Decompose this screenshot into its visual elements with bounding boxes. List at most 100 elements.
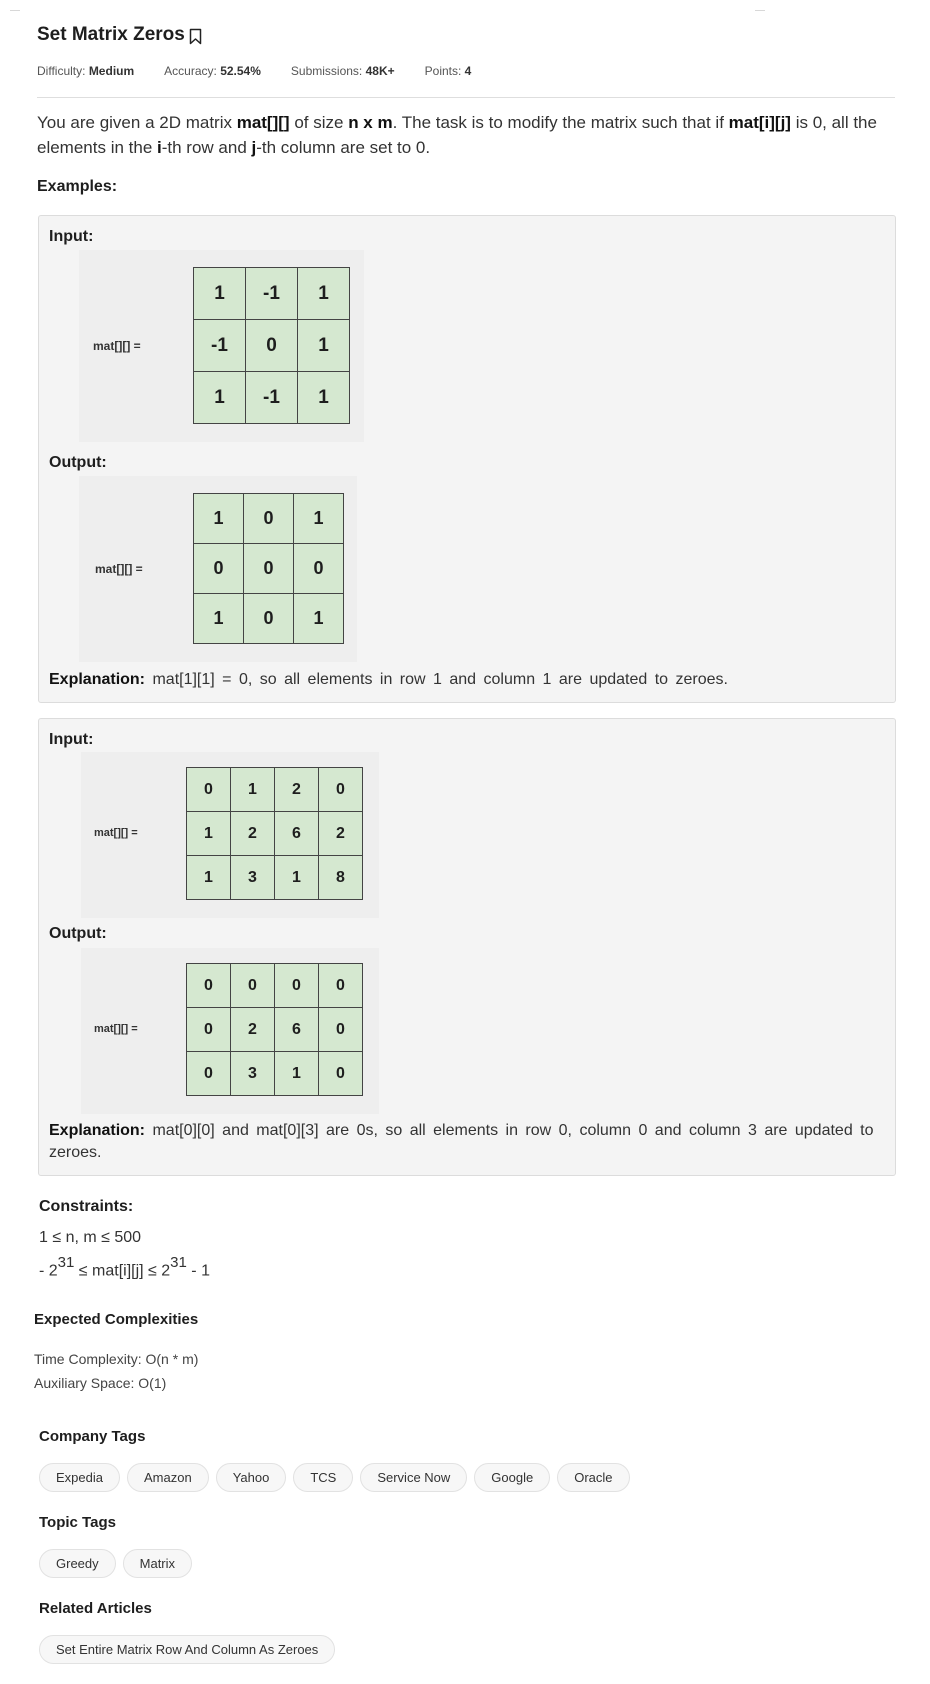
- matrix-cell: 3: [230, 1051, 275, 1096]
- submissions: Submissions: 48K+: [290, 64, 395, 78]
- matrix-cell: 1: [297, 267, 350, 320]
- input-label: Input:: [49, 228, 94, 245]
- matrix-cell: 1: [186, 855, 231, 900]
- matrix-cell: 2: [230, 811, 275, 856]
- matrix-cell: 0: [186, 767, 231, 812]
- bookmark-icon[interactable]: [189, 28, 202, 45]
- company-tag[interactable]: Expedia: [39, 1463, 120, 1492]
- matrix-cell: -1: [193, 319, 246, 372]
- space-complexity: Auxiliary Space: O(1): [34, 1375, 167, 1391]
- matrix-cell: -1: [245, 371, 298, 424]
- problem-header: Set Matrix Zeros: [37, 24, 202, 46]
- matrix-cell: 0: [245, 319, 298, 372]
- matrix-cell: 6: [274, 1007, 319, 1052]
- matrix-cell: 0: [318, 767, 363, 812]
- input-matrix-panel: mat[][] = 1 -1 1 -1 0 1 1 -1 1: [79, 250, 364, 442]
- complexities-heading: Expected Complexities: [34, 1311, 199, 1328]
- matrix-cell: 1: [193, 593, 244, 644]
- matrix-cell: 0: [293, 543, 344, 594]
- company-tag[interactable]: Oracle: [557, 1463, 630, 1492]
- matrix-cell: 1: [293, 493, 344, 544]
- matrix-cell: 1: [193, 493, 244, 544]
- matrix-cell: 1: [293, 593, 344, 644]
- topic-tag[interactable]: Greedy: [39, 1549, 116, 1578]
- input-matrix: 1 -1 1 -1 0 1 1 -1 1: [193, 267, 350, 424]
- matrix-cell: 1: [193, 371, 246, 424]
- divider: [37, 97, 895, 98]
- example-1: Input: mat[][] = 1 -1 1 -1 0 1 1 -1 1 Output: …: [38, 215, 896, 703]
- company-tag[interactable]: Amazon: [126, 1463, 209, 1492]
- matrix-cell: 8: [318, 855, 363, 900]
- examples-heading: Examples:: [37, 178, 118, 195]
- company-tag[interactable]: TCS: [293, 1463, 354, 1492]
- matrix-cell: 2: [274, 767, 319, 812]
- problem-title: Set Matrix Zeros: [37, 24, 185, 45]
- output-label: Output:: [49, 925, 107, 942]
- matrix-row: 1 -1 1: [193, 267, 350, 320]
- matrix-cell: 1: [297, 371, 350, 424]
- explanation: Explanation: mat[1][1] = 0, so all eleme…: [49, 671, 728, 688]
- matrix-label: mat[][] =: [95, 562, 143, 576]
- problem-statement: You are given a 2D matrix mat[][] of siz…: [37, 113, 877, 157]
- matrix-cell: 0: [230, 963, 275, 1008]
- matrix-row: 1 -1 1: [193, 371, 350, 424]
- company-tag[interactable]: Service Now: [360, 1463, 468, 1492]
- constraints-heading: Constraints:: [39, 1198, 134, 1215]
- matrix-cell: 3: [230, 855, 275, 900]
- matrix-label: mat[][] =: [94, 827, 138, 839]
- matrix-cell: -1: [245, 267, 298, 320]
- constraint-line-1: 1 ≤ n, m ≤ 500: [39, 1229, 142, 1246]
- matrix-cell: 0: [243, 593, 294, 644]
- company-tag[interactable]: Yahoo: [215, 1463, 287, 1492]
- related-articles-heading: Related Articles: [39, 1600, 152, 1617]
- topic-tag[interactable]: Matrix: [122, 1549, 193, 1578]
- matrix-cell: 0: [186, 963, 231, 1008]
- matrix-cell: 0: [318, 1007, 363, 1052]
- accuracy: Accuracy: 52.54%: [164, 64, 261, 78]
- company-tags-heading: Company Tags: [39, 1428, 146, 1445]
- difficulty: Difficulty: Medium: [37, 64, 135, 78]
- matrix-cell: 0: [318, 1051, 363, 1096]
- matrix-label: mat[][] =: [94, 1023, 138, 1035]
- matrix-cell: 2: [318, 811, 363, 856]
- edge-mark-left: [10, 10, 20, 11]
- explanation: Explanation: mat[0][0] and mat[0][3] are…: [49, 1122, 874, 1161]
- matrix-cell: 1: [297, 319, 350, 372]
- input-label: Input:: [49, 731, 94, 748]
- points: Points: 4: [424, 64, 472, 78]
- matrix-cell: 6: [274, 811, 319, 856]
- related-articles: Set Entire Matrix Row And Column As Zero…: [39, 1635, 336, 1664]
- constraint-line-2: - 231 ≤ mat[i][j] ≤ 231 - 1: [39, 1254, 210, 1280]
- matrix-cell: 1: [274, 855, 319, 900]
- company-tag[interactable]: Google: [474, 1463, 551, 1492]
- matrix-row: -1 0 1: [193, 319, 350, 372]
- matrix-cell: 1: [193, 267, 246, 320]
- related-article-link[interactable]: Set Entire Matrix Row And Column As Zero…: [39, 1635, 336, 1664]
- time-complexity: Time Complexity: O(n * m): [34, 1351, 199, 1367]
- matrix-cell: 2: [230, 1007, 275, 1052]
- matrix-cell: 1: [230, 767, 275, 812]
- company-tags: Expedia Amazon Yahoo TCS Service Now Goo…: [39, 1463, 630, 1492]
- problem-meta: Difficulty: Medium Accuracy: 52.54% Subm…: [37, 64, 501, 78]
- topic-tags-heading: Topic Tags: [39, 1514, 116, 1531]
- matrix-cell: 1: [186, 811, 231, 856]
- matrix-cell: 1: [274, 1051, 319, 1096]
- topic-tags: Greedy Matrix: [39, 1549, 193, 1578]
- matrix-cell: 0: [243, 543, 294, 594]
- matrix-cell: 0: [274, 963, 319, 1008]
